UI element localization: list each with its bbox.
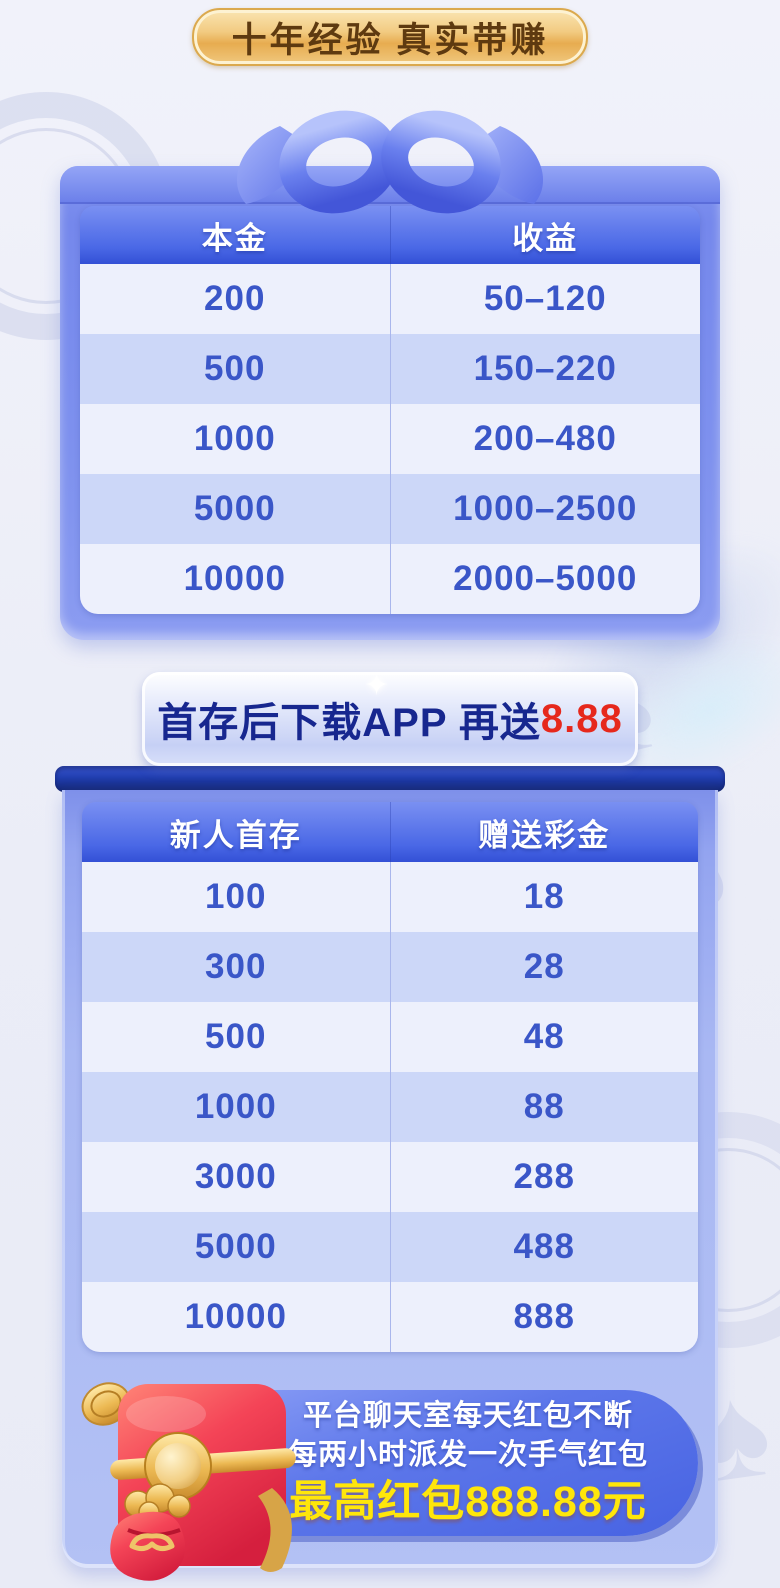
cell-deposit: 100 xyxy=(205,877,267,916)
redpacket-line2: 每两小时派发一次手气红包 xyxy=(287,1439,648,1471)
sparkle-icon: ✦ xyxy=(364,669,391,702)
cell-bonus: 18 xyxy=(389,862,699,932)
ribbon-bow-icon xyxy=(236,110,544,214)
red-envelope-icon xyxy=(81,1382,296,1581)
table-row: 5000 1000–2500 xyxy=(80,474,700,544)
cell-deposit: 500 xyxy=(205,1017,267,1056)
app-bonus-banner[interactable]: ✦ 首存后下载APP 再送 8.88 xyxy=(142,669,638,766)
cell-deposit: 1000 xyxy=(194,1087,277,1126)
cell-deposit: 10000 xyxy=(184,1297,287,1336)
cell-deposit: 300 xyxy=(205,947,267,986)
table-row: 500 150–220 xyxy=(80,334,700,404)
deposit-table-header: 新人首存 赠送彩金 xyxy=(82,802,698,862)
redpacket-max-amount: 最高红包888.88元 xyxy=(289,1478,647,1526)
table-row: 200 50–120 xyxy=(80,264,700,334)
table-row: 5000 488 xyxy=(82,1212,698,1282)
cell-return: 50–120 xyxy=(389,264,701,334)
cell-principal: 5000 xyxy=(193,489,276,528)
cell-bonus: 28 xyxy=(389,932,699,1002)
cell-principal: 1000 xyxy=(193,419,276,458)
cell-return: 200–480 xyxy=(389,404,701,474)
profit-table-panel: 本金 收益 200 50–120 500 150–220 1000 200–48… xyxy=(60,166,720,640)
table-row: 1000 88 xyxy=(82,1072,698,1142)
cell-deposit: 5000 xyxy=(194,1227,277,1266)
cell-principal: 200 xyxy=(204,279,266,318)
cell-return: 2000–5000 xyxy=(389,544,701,614)
cell-bonus: 48 xyxy=(389,1002,699,1072)
table-row: 10000 888 xyxy=(82,1282,698,1352)
table-row: 1000 200–480 xyxy=(80,404,700,474)
profit-header-return: 收益 xyxy=(389,206,701,264)
table-row: 3000 288 xyxy=(82,1142,698,1212)
cell-return: 150–220 xyxy=(389,334,701,404)
profit-table-header: 本金 收益 xyxy=(80,206,700,264)
banner-text: 首存后下载APP 再送 xyxy=(157,701,541,745)
table-row: 300 28 xyxy=(82,932,698,1002)
table-row: 100 18 xyxy=(82,862,698,932)
banner-bonus-amount: 8.88 xyxy=(540,696,623,741)
cell-return: 1000–2500 xyxy=(389,474,701,544)
table-row: 10000 2000–5000 xyxy=(80,544,700,614)
profit-table: 本金 收益 200 50–120 500 150–220 1000 200–48… xyxy=(80,206,700,614)
table-row: 500 48 xyxy=(82,1002,698,1072)
cell-deposit: 3000 xyxy=(194,1157,277,1196)
deposit-header-bonus: 赠送彩金 xyxy=(389,802,699,862)
deposit-table-panel: 新人首存 赠送彩金 100 18 300 28 500 48 1000 88 3… xyxy=(62,790,718,1581)
cell-principal: 10000 xyxy=(183,559,286,598)
cell-bonus: 88 xyxy=(389,1072,699,1142)
cell-bonus: 288 xyxy=(389,1142,699,1212)
profit-header-principal: 本金 xyxy=(201,220,268,256)
box-lid xyxy=(55,766,725,792)
experience-badge: 十年经验 真实带赚 xyxy=(192,8,588,66)
cell-bonus: 888 xyxy=(389,1282,699,1352)
cell-bonus: 488 xyxy=(389,1212,699,1282)
experience-badge-label: 十年经验 真实带赚 xyxy=(231,20,549,60)
deposit-header-first-deposit: 新人首存 xyxy=(169,817,302,853)
deposit-table: 新人首存 赠送彩金 100 18 300 28 500 48 1000 88 3… xyxy=(82,802,698,1352)
cell-principal: 500 xyxy=(204,349,266,388)
redpacket-line1: 平台聊天室每天红包不断 xyxy=(302,1400,633,1432)
